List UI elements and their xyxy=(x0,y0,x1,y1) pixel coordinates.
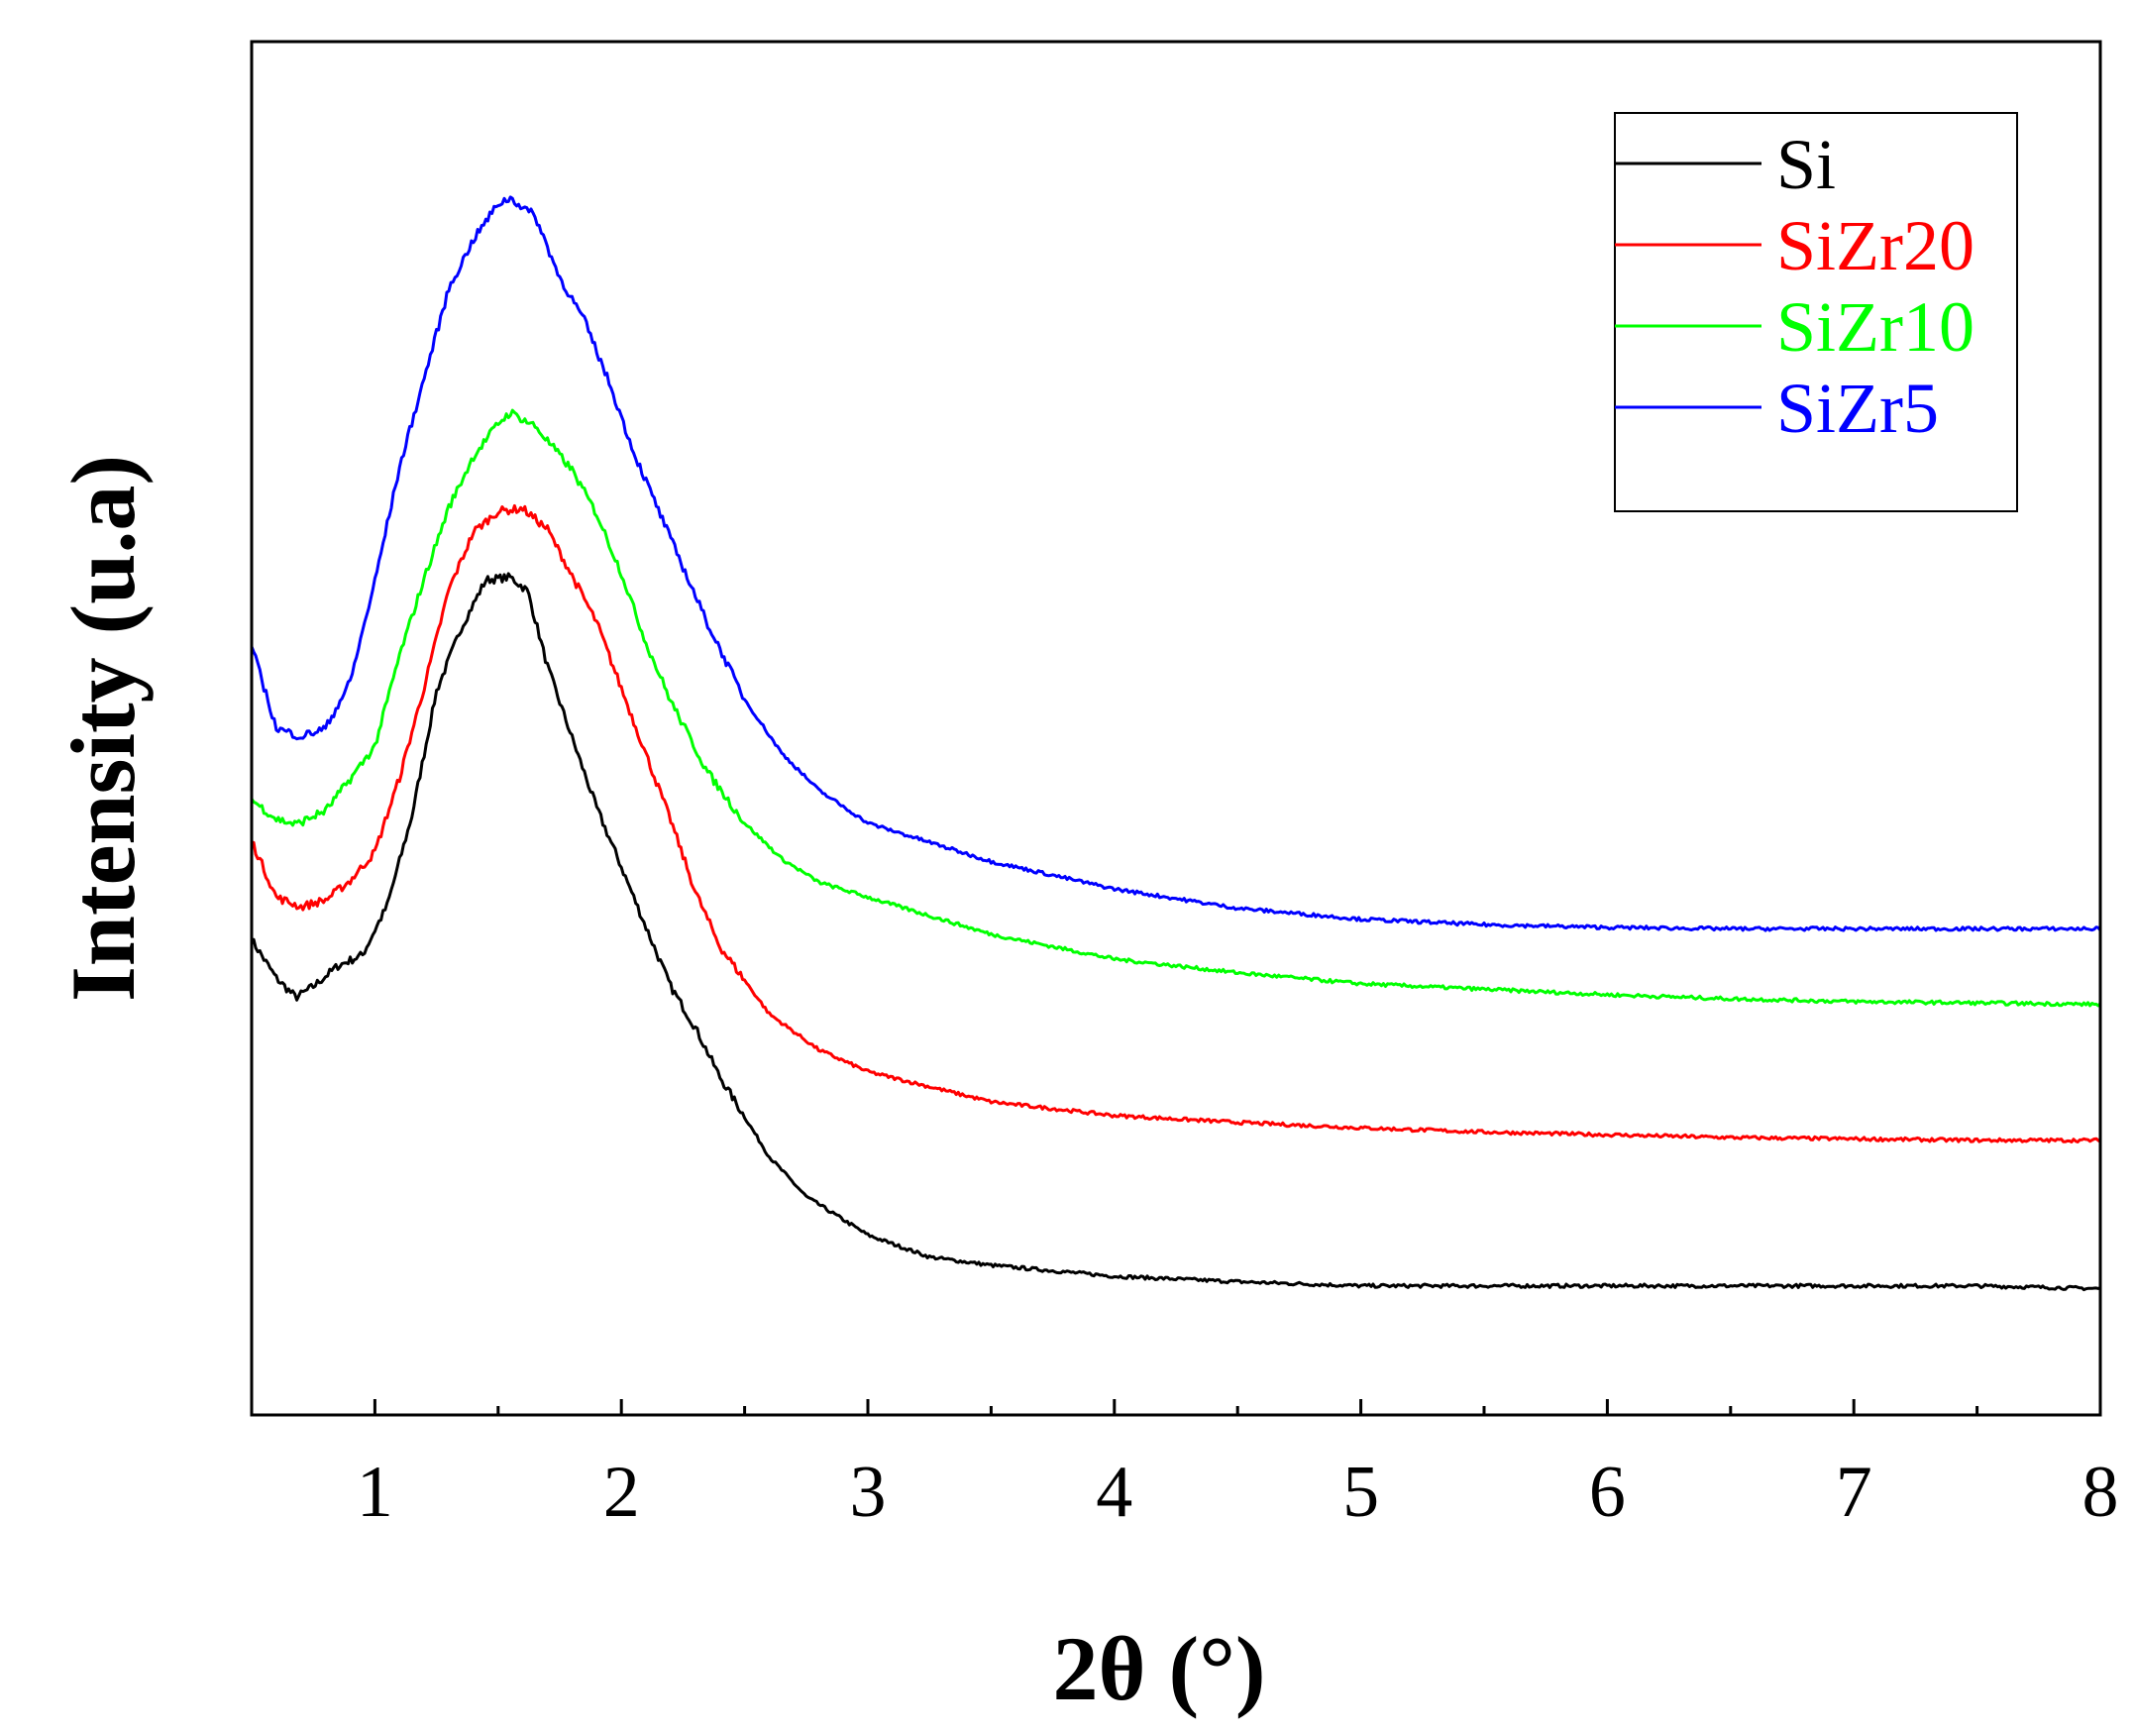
legend-label-sizr5: SiZr5 xyxy=(1776,369,1939,448)
legend-label-sizr10: SiZr10 xyxy=(1776,287,1974,367)
x-tick-label: 7 xyxy=(1836,1452,1872,1533)
x-tick-label: 8 xyxy=(2082,1452,2119,1533)
series-line-si xyxy=(250,572,2101,1292)
legend-label-si: Si xyxy=(1776,125,1836,204)
y-axis-title: Intensity (u.a) xyxy=(53,455,154,1002)
x-tick-label: 4 xyxy=(1096,1452,1132,1533)
x-tick-label: 5 xyxy=(1342,1452,1379,1533)
plot-frame xyxy=(250,40,2102,1417)
series-line-sizr10 xyxy=(250,408,2102,1008)
series-line-sizr5 xyxy=(250,195,2102,932)
series-group xyxy=(250,195,2102,1292)
x-axis: 1 2 3 4 5 6 7 8 xyxy=(357,1399,2119,1533)
legend-box xyxy=(1614,112,2018,512)
x-tick-label: 6 xyxy=(1589,1452,1626,1533)
series-line-sizr20 xyxy=(251,503,2101,1143)
x-axis-title: 2θ (°) xyxy=(1052,1618,1265,1719)
x-tick-label: 1 xyxy=(357,1452,393,1533)
x-tick-label: 3 xyxy=(850,1452,887,1533)
x-tick-label: 2 xyxy=(603,1452,640,1533)
legend-label-sizr20: SiZr20 xyxy=(1776,206,1974,285)
